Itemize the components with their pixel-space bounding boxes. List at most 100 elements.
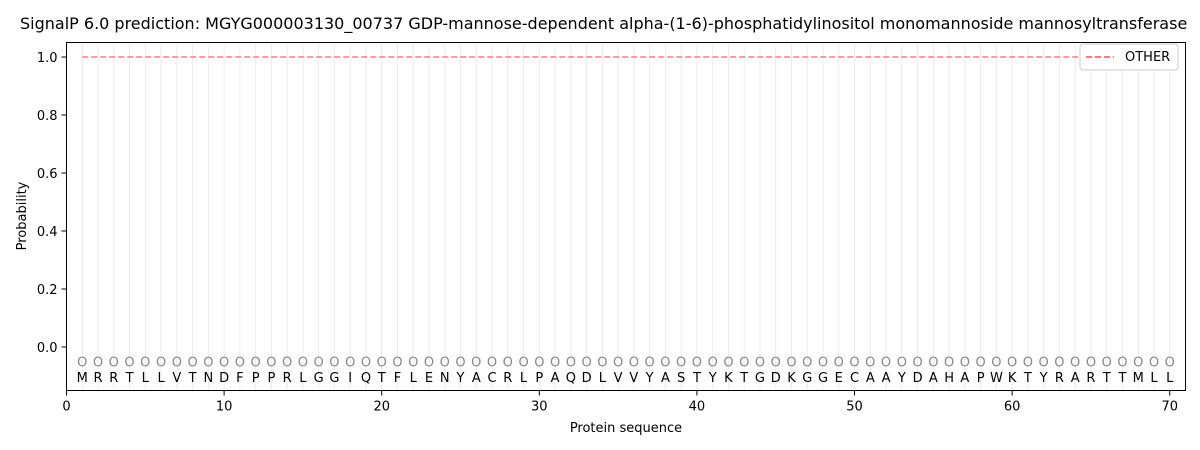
y-axis-label: Probability — [15, 181, 30, 250]
predicted-label: O — [991, 356, 1001, 371]
residue-label: L — [142, 371, 150, 386]
predicted-label: O — [109, 356, 119, 371]
predicted-label: O — [377, 356, 387, 371]
predicted-label: O — [1133, 356, 1143, 371]
residue-label: K — [724, 371, 733, 386]
residue-label: A — [882, 371, 891, 386]
residue-label: F — [236, 371, 243, 386]
residue-label: R — [1086, 371, 1095, 386]
residue-label: N — [440, 371, 450, 386]
predicted-label: O — [77, 356, 87, 371]
predicted-label: O — [897, 356, 907, 371]
x-tick-label: 60 — [1004, 400, 1021, 415]
legend-label-other: OTHER — [1125, 50, 1170, 65]
residue-label: A — [661, 371, 670, 386]
predicted-label: O — [708, 356, 718, 371]
residue-label: G — [755, 371, 765, 386]
residue-label: D — [582, 371, 592, 386]
residue-label: G — [802, 371, 812, 386]
predicted-label: O — [282, 356, 292, 371]
residue-label: T — [692, 371, 701, 386]
x-tick-label: 20 — [373, 400, 390, 415]
predicted-label: O — [471, 356, 481, 371]
plot-frame — [66, 42, 1186, 391]
y-tick-label: 0.0 — [37, 341, 58, 356]
predicted-label: O — [1054, 356, 1064, 371]
predicted-label: O — [676, 356, 686, 371]
predicted-label: O — [219, 356, 229, 371]
predicted-label: O — [156, 356, 166, 371]
predicted-label: O — [912, 356, 922, 371]
residue-label: L — [599, 371, 607, 386]
residue-label: L — [157, 371, 165, 386]
predicted-label: O — [755, 356, 765, 371]
residue-label: N — [203, 371, 213, 386]
predicted-label: O — [487, 356, 497, 371]
predicted-label: O — [581, 356, 591, 371]
y-axis-ticks: 0.0 0.2 0.4 0.6 0.8 1.0 — [37, 51, 67, 356]
predicted-label: O — [723, 356, 733, 371]
residue-label: Y — [897, 371, 906, 386]
residue-label: T — [1102, 371, 1111, 386]
predicted-label: O — [613, 356, 623, 371]
residue-label: L — [520, 371, 528, 386]
predicted-label: O — [1086, 356, 1096, 371]
predicted-label: O — [944, 356, 954, 371]
residue-label: L — [410, 371, 418, 386]
predicted-label: O — [314, 356, 324, 371]
predicted-label: O — [1039, 356, 1049, 371]
predicted-label: O — [960, 356, 970, 371]
residue-label: P — [535, 371, 543, 386]
predicted-label: O — [818, 356, 828, 371]
residue-label: F — [394, 371, 401, 386]
residue-label: Y — [708, 371, 717, 386]
chart-title: SignalP 6.0 prediction: MGYG000003130_00… — [20, 14, 1187, 34]
predicted-label: O — [881, 356, 891, 371]
x-tick-label: 70 — [1161, 400, 1178, 415]
x-axis-label: Protein sequence — [570, 421, 682, 436]
y-tick-label: 0.6 — [37, 167, 58, 182]
residue-label: Q — [566, 371, 576, 386]
residue-label: R — [1055, 371, 1064, 386]
residue-label: W — [990, 371, 1003, 386]
predicted-label: O — [455, 356, 465, 371]
predicted-label: O — [692, 356, 702, 371]
predicted-label: O — [865, 356, 875, 371]
x-tick-label: 0 — [62, 400, 70, 415]
residue-label: T — [188, 371, 197, 386]
residue-label: D — [771, 371, 781, 386]
residue-label: A — [472, 371, 481, 386]
residue-label: R — [503, 371, 512, 386]
predicted-label: O — [408, 356, 418, 371]
residue-label: P — [267, 371, 275, 386]
residue-label: S — [677, 371, 685, 386]
predicted-label: O — [266, 356, 276, 371]
residue-label: P — [252, 371, 260, 386]
residue-label: E — [425, 371, 433, 386]
predicted-label: O — [802, 356, 812, 371]
predicted-label: O — [235, 356, 245, 371]
residue-label: C — [850, 371, 859, 386]
residue-label: T — [377, 371, 386, 386]
predicted-label: O — [550, 356, 560, 371]
predicted-label: O — [566, 356, 576, 371]
y-tick-label: 0.2 — [37, 283, 58, 298]
residue-label: I — [348, 371, 352, 386]
predicted-label: O — [503, 356, 513, 371]
residue-label: L — [1150, 371, 1158, 386]
predicted-label: O — [124, 356, 134, 371]
y-tick-label: 1.0 — [37, 51, 58, 66]
predicted-label: O — [771, 356, 781, 371]
predicted-label: O — [140, 356, 150, 371]
legend: OTHER — [1079, 43, 1179, 71]
predicted-label: O — [1117, 356, 1127, 371]
y-tick-label: 0.4 — [37, 225, 58, 240]
residue-label: M — [1133, 371, 1144, 386]
residue-label: M — [77, 371, 88, 386]
residue-label: D — [913, 371, 923, 386]
residue-label: A — [866, 371, 875, 386]
predicted-label: O — [629, 356, 639, 371]
predicted-label: O — [786, 356, 796, 371]
residue-label: Y — [456, 371, 465, 386]
predicted-label: O — [440, 356, 450, 371]
